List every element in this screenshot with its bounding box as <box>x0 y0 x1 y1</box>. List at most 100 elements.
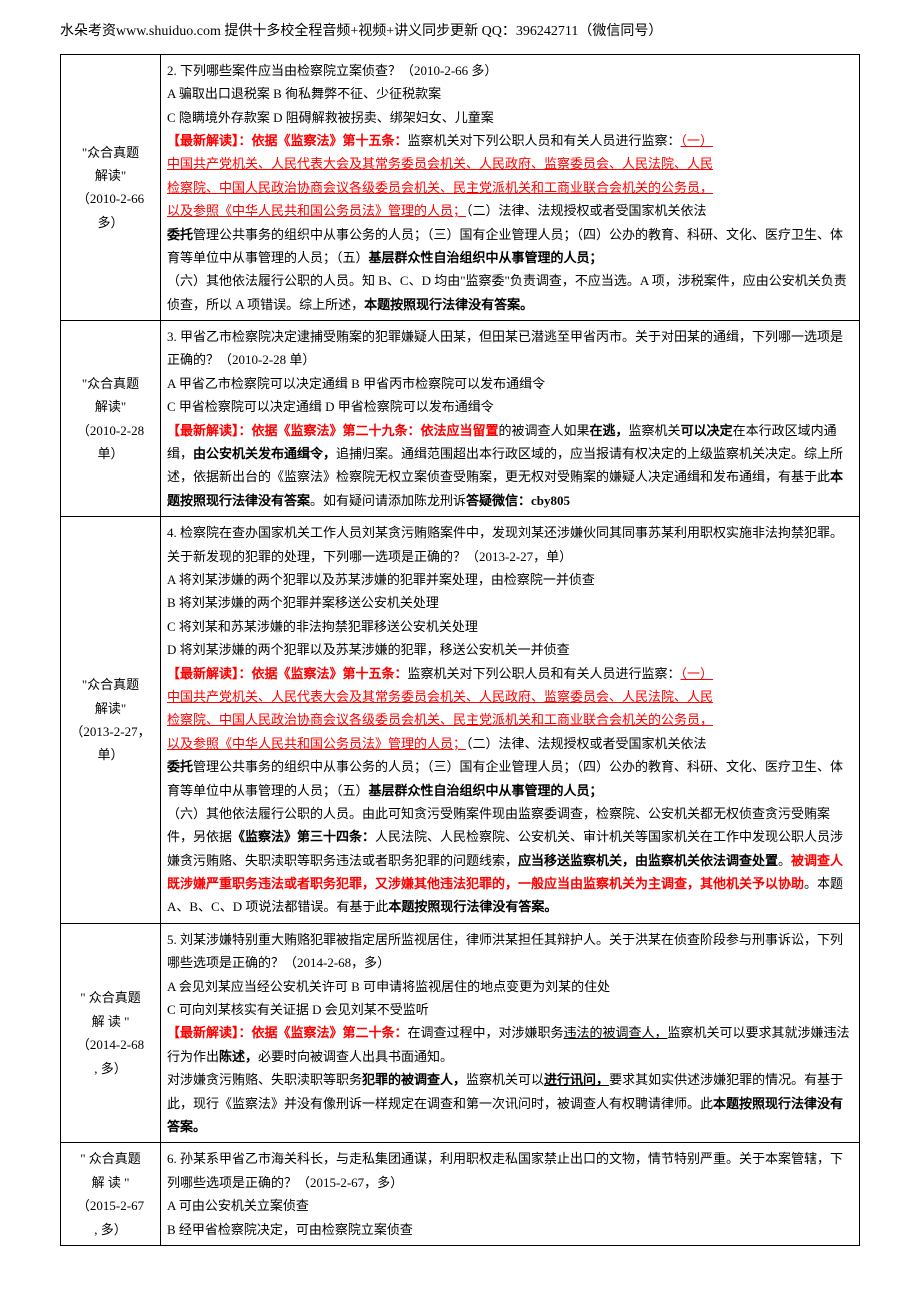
explanation: （六）其他依法履行公职的人员。知 B、C、D 均由"监察委"负责调查，不应当选。… <box>167 269 853 316</box>
explanation: 对涉嫌贪污贿赂、失职渎职等职务犯罪的被调查人，监察机关可以进行讯问，要求其如实供… <box>167 1068 853 1138</box>
explain-underline: 违法的被调查人， <box>564 1025 668 1040</box>
row-content: 5. 刘某涉嫌特别重大贿赂犯罪被指定居所监视居住，律师洪某担任其辩护人。关于洪某… <box>161 923 860 1143</box>
explain-text: （二）法律、法规授权或者受国家机关依法 <box>466 736 707 751</box>
label-line: 解读" <box>67 164 154 187</box>
explain-text: 。如有疑问请添加陈龙刑诉 <box>310 493 466 508</box>
explain-link: 中国共产党机关、人民代表大会及其常务委员会机关、人民政府、监察委员会、人民法院、… <box>167 152 853 175</box>
explain-text: 监察机关 <box>629 423 681 438</box>
explain-label: 【最新解读】：依据《监察法》第十五条： <box>167 133 408 148</box>
row-label: "众合真题 解读" （2010-2-66 多） <box>61 54 161 320</box>
label-line: （2015-2-67 <box>67 1194 154 1217</box>
explain-text: 监察机关可以 <box>466 1072 544 1087</box>
row-label: "众合真题 解读" （2013-2-27， 单） <box>61 517 161 924</box>
explanation: 【最新解读】：依据《监察法》第十五条：监察机关对下列公职人员和有关人员进行监察：… <box>167 129 853 152</box>
table-row: "众合真题 解读" （2013-2-27， 单） 4. 检察院在查办国家机关工作… <box>61 517 860 924</box>
row-content: 3. 甲省乙市检察院决定逮捕受贿案的犯罪嫌疑人田某，但田某已潜逃至甲省丙市。关于… <box>161 321 860 517</box>
page-header: 水朵考资www.shuiduo.com 提供十多校全程音频+视频+讲义同步更新 … <box>60 20 860 44</box>
label-line: （2013-2-27， <box>67 720 154 743</box>
label-line: 解 读 " <box>67 1171 154 1194</box>
option-line: A 可由公安机关立案侦查 <box>167 1194 853 1217</box>
option-line: C 隐瞒境外存款案 D 阻碍解救被拐卖、绑架妇女、儿童案 <box>167 106 853 129</box>
explain-text: 监察机关对下列公职人员和有关人员进行监察： <box>408 133 681 148</box>
explain-bold: 应当移送监察机关，由监察机关依法调查处置 <box>518 853 778 868</box>
table-row: " 众合真题 解 读 " （2015-2-67 , 多） 6. 孙某系甲省乙市海… <box>61 1143 860 1246</box>
explain-text: 。 <box>778 853 791 868</box>
row-content: 6. 孙某系甲省乙市海关科长，与走私集团通谋，利用职权走私国家禁止出口的文物，情… <box>161 1143 860 1246</box>
explain-link: 以及参照《中华人民共和国公务员法》管理的人员； <box>167 736 466 751</box>
explain-bold: 基层群众性自治组织中从事管理的人员； <box>369 250 603 265</box>
label-line: （2010-2-66 <box>67 187 154 210</box>
label-line: "众合真题 <box>67 141 154 164</box>
explain-bold: 本题按照现行法律没有答案。 <box>388 899 557 914</box>
label-line: （2010-2-28 <box>67 419 154 442</box>
label-line: " 众合真题 <box>67 1147 154 1170</box>
content-table: "众合真题 解读" （2010-2-66 多） 2. 下列哪些案件应当由检察院立… <box>60 54 860 1246</box>
option-line: C 可向刘某核实有关证据 D 会见刘某不受监听 <box>167 998 853 1021</box>
label-line: 解读" <box>67 697 154 720</box>
label-line: 单） <box>67 442 154 465</box>
explain-text: 的被调查人如果 <box>499 423 590 438</box>
row-label: "众合真题 解读" （2010-2-28 单） <box>61 321 161 517</box>
option-line: C 将刘某和苏某涉嫌的非法拘禁犯罪移送公安机关处理 <box>167 615 853 638</box>
explain-label: 【最新解读】：依据《监察法》第二十九条：依法应当留置 <box>167 423 499 438</box>
explain-bold: 陈述， <box>219 1049 258 1064</box>
explain-bold: 可以决定 <box>681 423 733 438</box>
label-line: 解读" <box>67 395 154 418</box>
explain-link: （一） <box>681 133 714 148</box>
explanation: 【最新解读】：依据《监察法》第十五条：监察机关对下列公职人员和有关人员进行监察：… <box>167 662 853 685</box>
explain-bold: 委托 <box>167 227 193 242</box>
question-intro: 2. 下列哪些案件应当由检察院立案侦查？（2010-2-66 多） <box>167 59 853 82</box>
explain-link: 检察院、中国人民政治协商会议各级委员会机关、民主党派机关和工商业联合会机关的公务… <box>167 176 853 199</box>
row-content: 2. 下列哪些案件应当由检察院立案侦查？（2010-2-66 多） A 骗取出口… <box>161 54 860 320</box>
question-intro: 5. 刘某涉嫌特别重大贿赂犯罪被指定居所监视居住，律师洪某担任其辩护人。关于洪某… <box>167 928 853 975</box>
explain-bold: 本题按照现行法律没有答案。 <box>364 297 533 312</box>
explain-bold: 答疑微信：cby805 <box>466 493 570 508</box>
explain-bold: 犯罪的被调查人， <box>362 1072 466 1087</box>
explain-text: 在调查过程中，对涉嫌职务 <box>408 1025 564 1040</box>
explain-bold: 在逃， <box>590 423 629 438</box>
label-line: 多） <box>67 211 154 234</box>
table-row: "众合真题 解读" （2010-2-66 多） 2. 下列哪些案件应当由检察院立… <box>61 54 860 320</box>
option-line: A 将刘某涉嫌的两个犯罪以及苏某涉嫌的犯罪并案处理，由检察院一并侦查 <box>167 568 853 591</box>
explanation: （六）其他依法履行公职的人员。由此可知贪污受贿案件现由监察委调查，检察院、公安机… <box>167 802 853 919</box>
row-label: " 众合真题 解 读 " （2015-2-67 , 多） <box>61 1143 161 1246</box>
explain-link: 中国共产党机关、人民代表大会及其常务委员会机关、人民政府、监察委员会、人民法院、… <box>167 685 853 708</box>
label-line: , 多） <box>67 1218 154 1241</box>
label-line: "众合真题 <box>67 673 154 696</box>
explain-text: 对涉嫌贪污贿赂、失职渎职等职务 <box>167 1072 362 1087</box>
explain-text: （二）法律、法规授权或者受国家机关依法 <box>466 203 707 218</box>
explain-label: 【最新解读】：依据《监察法》第十五条： <box>167 666 408 681</box>
label-line: （2014-2-68 <box>67 1033 154 1056</box>
explanation: 委托管理公共事务的组织中从事公务的人员；（三）国有企业管理人员；（四）公办的教育… <box>167 755 853 802</box>
explanation: 以及参照《中华人民共和国公务员法》管理的人员；（二）法律、法规授权或者受国家机关… <box>167 732 853 755</box>
option-line: C 甲省检察院可以决定通缉 D 甲省检察院可以发布通缉令 <box>167 395 853 418</box>
option-line: B 经甲省检察院决定，可由检察院立案侦查 <box>167 1218 853 1241</box>
option-line: B 将刘某涉嫌的两个犯罪并案移送公安机关处理 <box>167 591 853 614</box>
label-line: " 众合真题 <box>67 986 154 1009</box>
label-line: 解 读 " <box>67 1010 154 1033</box>
row-label: " 众合真题 解 读 " （2014-2-68 , 多） <box>61 923 161 1143</box>
option-line: A 骗取出口退税案 B 徇私舞弊不征、少征税款案 <box>167 82 853 105</box>
question-intro: 6. 孙某系甲省乙市海关科长，与走私集团通谋，利用职权走私国家禁止出口的文物，情… <box>167 1147 853 1194</box>
option-line: A 会见刘某应当经公安机关许可 B 可申请将监视居住的地点变更为刘某的住处 <box>167 975 853 998</box>
explain-bold: 《监察法》第三十四条： <box>232 829 375 844</box>
option-line: D 将刘某涉嫌的两个犯罪以及苏某涉嫌的犯罪，移送公安机关一并侦查 <box>167 638 853 661</box>
explain-text: 必要时向被调查人出具书面通知。 <box>258 1049 453 1064</box>
table-row: " 众合真题 解 读 " （2014-2-68 , 多） 5. 刘某涉嫌特别重大… <box>61 923 860 1143</box>
label-line: "众合真题 <box>67 372 154 395</box>
explain-bold: 由公安机关发布通缉令， <box>193 446 336 461</box>
explanation: 以及参照《中华人民共和国公务员法》管理的人员；（二）法律、法规授权或者受国家机关… <box>167 199 853 222</box>
row-content: 4. 检察院在查办国家机关工作人员刘某贪污贿赂案件中，发现刘某还涉嫌伙同其同事苏… <box>161 517 860 924</box>
explain-text: 监察机关对下列公职人员和有关人员进行监察： <box>408 666 681 681</box>
explain-link: 以及参照《中华人民共和国公务员法》管理的人员； <box>167 203 466 218</box>
explanation: 委托管理公共事务的组织中从事公务的人员；（三）国有企业管理人员；（四）公办的教育… <box>167 223 853 270</box>
explanation: 【最新解读】：依据《监察法》第二十九条：依法应当留置的被调查人如果在逃，监察机关… <box>167 419 853 513</box>
question-intro: 3. 甲省乙市检察院决定逮捕受贿案的犯罪嫌疑人田某，但田某已潜逃至甲省丙市。关于… <box>167 325 853 372</box>
explain-label: 【最新解读】：依据《监察法》第二十条： <box>167 1025 408 1040</box>
explanation: 【最新解读】：依据《监察法》第二十条：在调查过程中，对涉嫌职务违法的被调查人，监… <box>167 1021 853 1068</box>
question-intro: 4. 检察院在查办国家机关工作人员刘某贪污贿赂案件中，发现刘某还涉嫌伙同其同事苏… <box>167 521 853 568</box>
table-row: "众合真题 解读" （2010-2-28 单） 3. 甲省乙市检察院决定逮捕受贿… <box>61 321 860 517</box>
explain-bold: 进行讯问， <box>544 1072 609 1087</box>
label-line: 单） <box>67 743 154 766</box>
explain-bold: 委托 <box>167 759 193 774</box>
